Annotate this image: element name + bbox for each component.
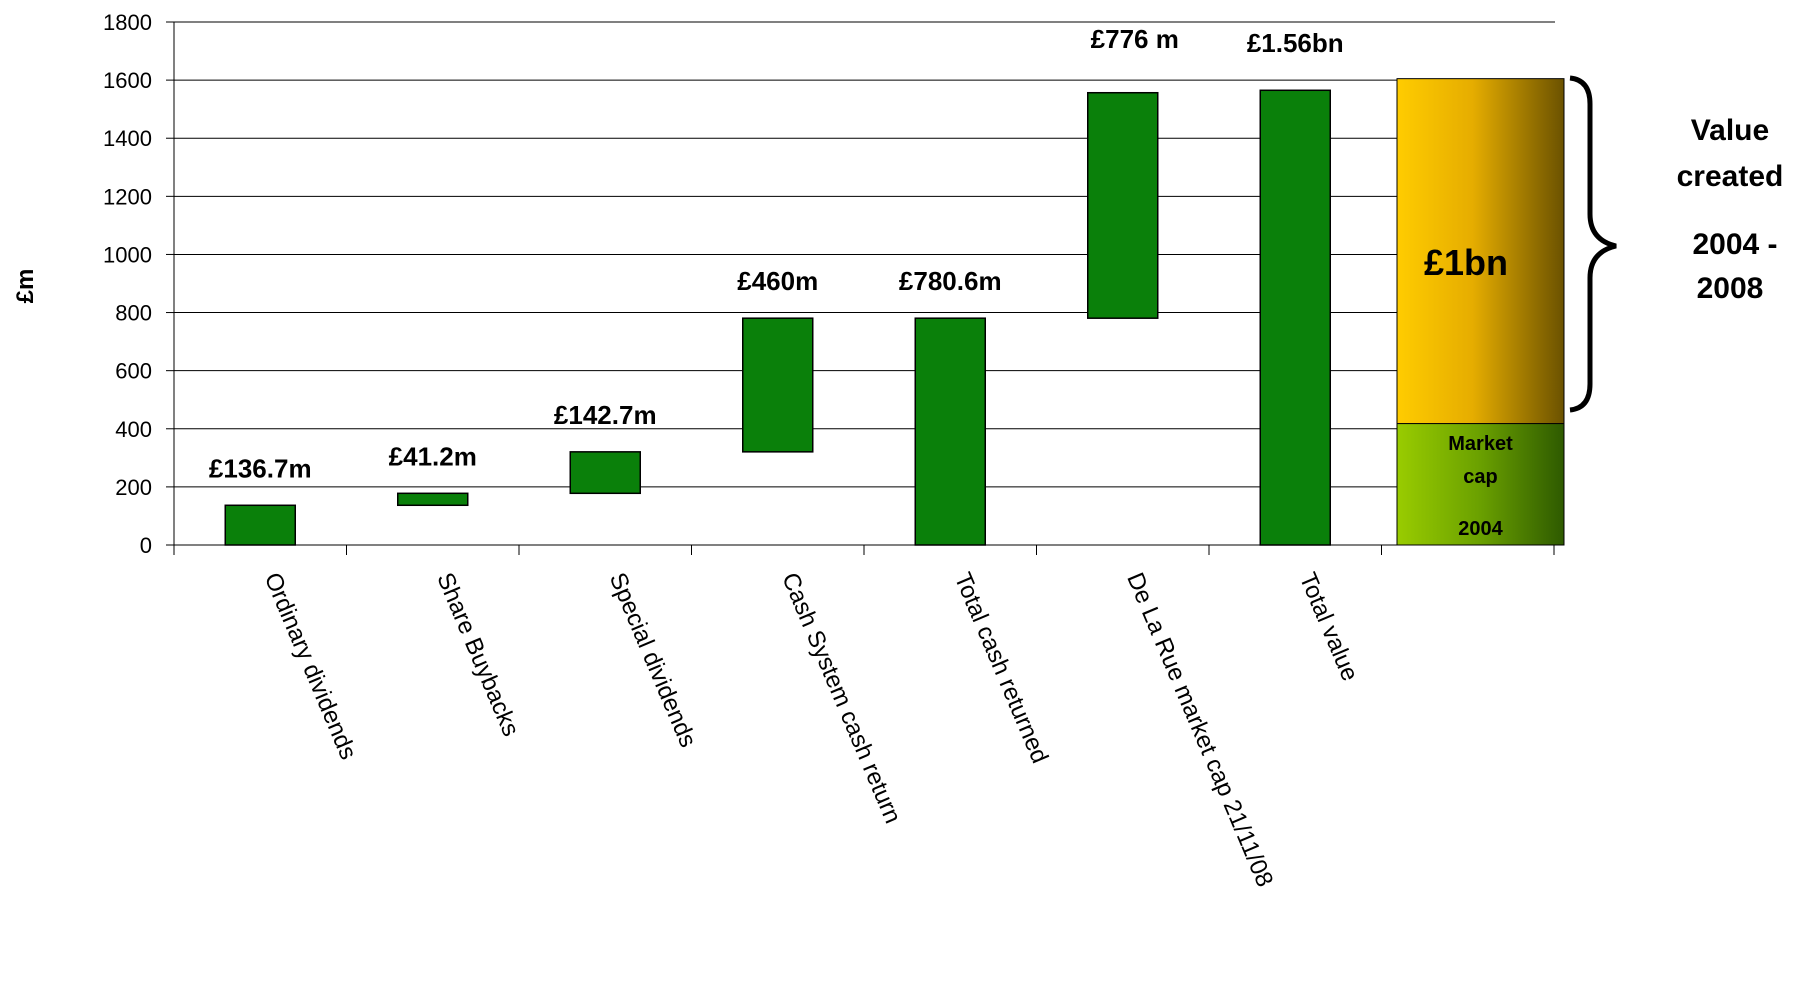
- y-tick-label: 800: [115, 301, 152, 326]
- category-label: Cash System cash return: [776, 569, 906, 828]
- y-tick-label: 400: [115, 417, 152, 442]
- y-tick-label: 200: [115, 475, 152, 500]
- bar: [224, 504, 296, 546]
- data-label: £41.2m: [389, 441, 477, 471]
- y-tick-label: 1000: [103, 242, 152, 267]
- y-tick-label: 0: [140, 533, 152, 558]
- data-label: £776 m: [1091, 24, 1179, 54]
- category-label: De La Rue market cap 21/11/08: [1121, 569, 1278, 891]
- data-labels: £136.7m £41.2m £142.7m £460m £780.6m £776 m £1…: [209, 24, 1344, 483]
- value-created-segment: [1396, 78, 1565, 425]
- data-label: £1.56bn: [1247, 28, 1344, 58]
- y-tick-label: 1400: [103, 126, 152, 151]
- market-cap-2004-segment: [1396, 423, 1565, 546]
- bar: [1087, 91, 1159, 319]
- bar: [397, 492, 469, 507]
- category-label: Ordinary dividends: [259, 569, 362, 764]
- category-label: Share Buybacks: [431, 569, 524, 740]
- category-labels: Ordinary dividends Share Buybacks Special …: [259, 569, 1364, 891]
- market-cap-label-line: Market: [1448, 433, 1513, 455]
- data-label: £142.7m: [554, 400, 657, 430]
- annotation-line: 2004 -: [1692, 228, 1777, 261]
- y-axis-label: £m: [12, 269, 39, 304]
- gridlines: [174, 21, 1555, 488]
- market-cap-label-line: cap: [1463, 466, 1497, 488]
- annotation-line: 2008: [1697, 272, 1764, 305]
- data-label: £780.6m: [899, 266, 1002, 296]
- market-cap-label-line: 2004: [1458, 518, 1503, 540]
- y-tick-label: 1600: [103, 68, 152, 93]
- bars: [224, 89, 1331, 546]
- y-tick-label: 1200: [103, 184, 152, 209]
- bar: [742, 317, 814, 453]
- data-label: £136.7m: [209, 453, 312, 483]
- bar: [914, 317, 986, 546]
- data-label: £460m: [737, 266, 818, 296]
- bar: [1259, 89, 1331, 546]
- category-label: Total cash returned: [949, 569, 1054, 767]
- y-tick-label: 1800: [103, 10, 152, 35]
- axes: [166, 21, 1555, 555]
- curly-brace: [1569, 75, 1617, 413]
- category-label: Total value: [1294, 569, 1364, 685]
- value-created-amount: £1bn: [1424, 242, 1508, 283]
- annotation-line: created: [1677, 160, 1784, 193]
- y-tick-label: 600: [115, 359, 152, 384]
- bar: [569, 451, 641, 495]
- category-label: Special dividends: [604, 569, 702, 751]
- summary-stack: Market cap 2004 £1bn: [1396, 78, 1565, 546]
- value-created-annotation: Value created 2004 - 2008: [1677, 114, 1784, 305]
- annotation-line: Value: [1691, 114, 1769, 147]
- y-tick-labels: 0 200 400 600 800 1000 1200 1400 1600 1800: [103, 10, 152, 558]
